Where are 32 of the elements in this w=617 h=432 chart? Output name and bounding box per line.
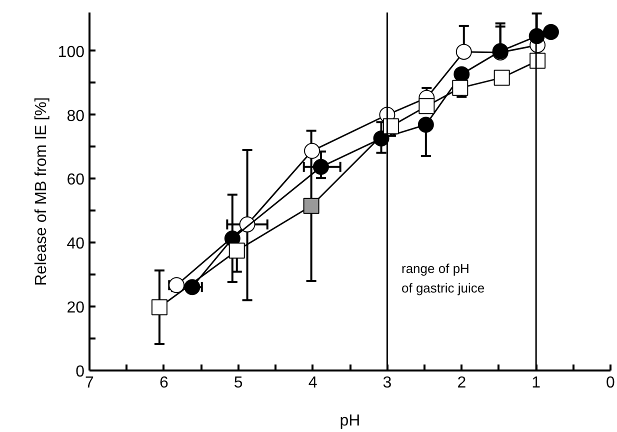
x-tick-label: 5 [234, 374, 243, 392]
x-tick-label: 3 [382, 374, 392, 392]
x-tick-label: 7 [85, 374, 94, 392]
x-tick-label: 6 [159, 374, 168, 392]
x-axis-title: pH [340, 412, 360, 430]
x-tick-label: 4 [308, 374, 318, 392]
x-tick-label: 1 [532, 374, 541, 392]
point [418, 98, 435, 114]
point [418, 116, 434, 133]
point [228, 242, 245, 259]
point [528, 28, 545, 44]
x-tick-label: 0 [606, 374, 616, 392]
y-tick-label: 100 [58, 44, 85, 61]
point [382, 118, 399, 134]
point [542, 24, 559, 40]
point [494, 70, 510, 86]
y-tick-label: 20 [66, 300, 85, 317]
point [304, 142, 320, 159]
point [456, 44, 472, 60]
annotation: range of pH of gastric juice [402, 261, 485, 296]
y-tick-label: 60 [66, 172, 85, 189]
y-tick-label: 40 [66, 236, 85, 253]
point [452, 80, 468, 96]
y-tick-label: 0 [76, 364, 85, 380]
point [312, 158, 329, 175]
point [151, 299, 168, 316]
x-tick-label: 2 [457, 374, 466, 392]
point [168, 277, 185, 294]
y-axis-title: Release of MB from IE [%] [32, 97, 50, 286]
y-tick-label: 80 [66, 108, 85, 125]
point [303, 198, 320, 214]
point [530, 52, 546, 69]
